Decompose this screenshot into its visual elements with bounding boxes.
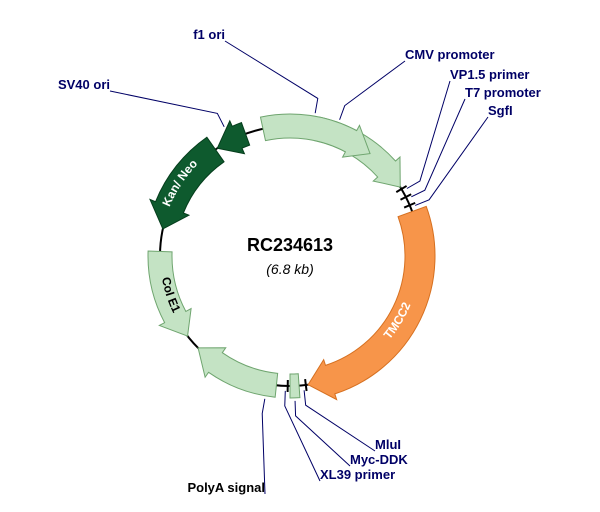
feature-label-sv40: SV40 ori bbox=[58, 77, 110, 92]
feature-label-sgfi: SgfI bbox=[488, 103, 513, 118]
feature-label-polya: PolyA signal bbox=[187, 480, 265, 495]
feature-cole1: Col E1 bbox=[148, 251, 191, 336]
feature-f1ori: f1 ori bbox=[193, 27, 370, 157]
feature-t7: T7 promoter bbox=[400, 85, 540, 200]
feature-label-mycddk: Myc-DDK bbox=[350, 452, 408, 467]
feature-label-t7: T7 promoter bbox=[465, 85, 541, 100]
feature-sv40: SV40 ori bbox=[58, 77, 250, 154]
feature-label-f1ori: f1 ori bbox=[193, 27, 225, 42]
feature-label-cmv: CMV promoter bbox=[405, 47, 495, 62]
feature-label-xl39: XL39 primer bbox=[320, 467, 395, 482]
feature-label-mlui: MluI bbox=[375, 437, 401, 452]
feature-xl39: XL39 primer bbox=[285, 380, 395, 482]
plasmid-name: RC234613 bbox=[247, 235, 333, 255]
feature-polya: PolyA signal bbox=[187, 348, 277, 495]
feature-label-vp15: VP1.5 primer bbox=[450, 67, 530, 82]
feature-kanneo: Kan/ Neo bbox=[150, 137, 224, 229]
plasmid-size: (6.8 kb) bbox=[266, 261, 313, 277]
